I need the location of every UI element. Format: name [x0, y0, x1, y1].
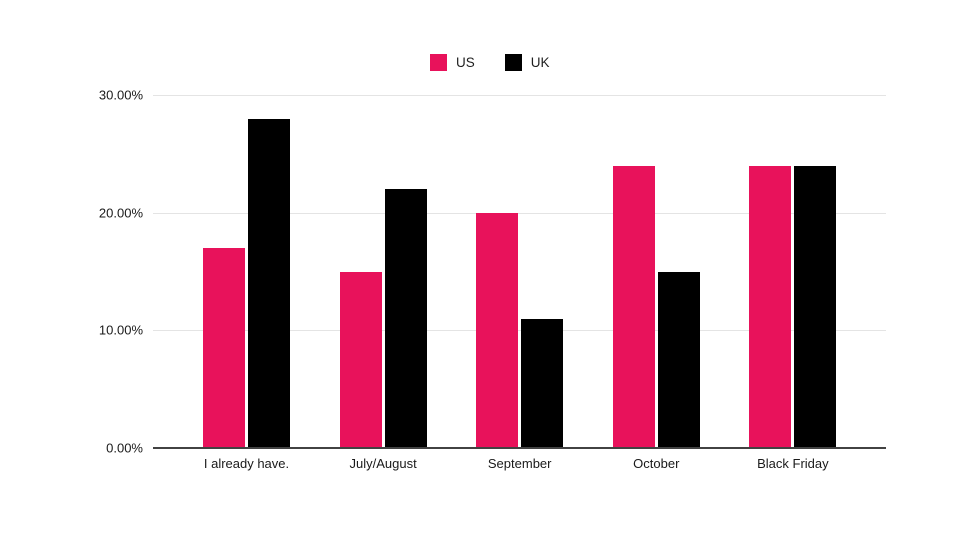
x-axis-label: I already have. — [203, 456, 290, 471]
bar-group — [203, 95, 290, 448]
bar-group — [476, 95, 564, 448]
bar-us — [476, 212, 519, 448]
bar-us — [612, 165, 655, 448]
bar-uk — [248, 118, 290, 448]
bar-us — [203, 248, 245, 448]
bar-group — [339, 95, 427, 448]
bar-group — [749, 95, 837, 448]
plot-area: 0.00% 10.00% 20.00% 30.00% I already have. Ju… — [99, 88, 886, 471]
gridline — [153, 213, 886, 214]
x-axis-line — [153, 447, 886, 449]
uk-series-swatch — [504, 54, 522, 71]
bar-uk — [657, 271, 700, 448]
x-axis-label: July/August — [349, 456, 417, 471]
bar-us — [339, 271, 382, 448]
y-axis-tick-label: 30.00% — [98, 87, 143, 103]
x-axis-label: September — [487, 456, 552, 471]
bar-uk — [384, 189, 427, 448]
gridline — [153, 330, 886, 331]
uk-series-label: UK — [530, 55, 550, 70]
y-axis-tick-label: 0.00% — [106, 440, 143, 456]
y-axis-tick-label: 20.00% — [98, 205, 143, 221]
bar-uk — [794, 165, 837, 448]
us-series-label: US — [456, 55, 475, 70]
chart-legend: US UK — [430, 54, 550, 71]
bar-group — [612, 95, 700, 448]
legend-item-us: US — [430, 54, 475, 71]
bar-us — [749, 165, 792, 448]
legend-item-uk: UK — [504, 54, 550, 71]
x-axis-label: Black Friday — [757, 456, 829, 471]
us-series-swatch — [430, 54, 447, 71]
gridline — [153, 95, 886, 96]
y-axis-tick-label: 10.00% — [98, 322, 143, 338]
bar-uk — [521, 318, 564, 448]
x-axis-label: October — [633, 456, 680, 471]
